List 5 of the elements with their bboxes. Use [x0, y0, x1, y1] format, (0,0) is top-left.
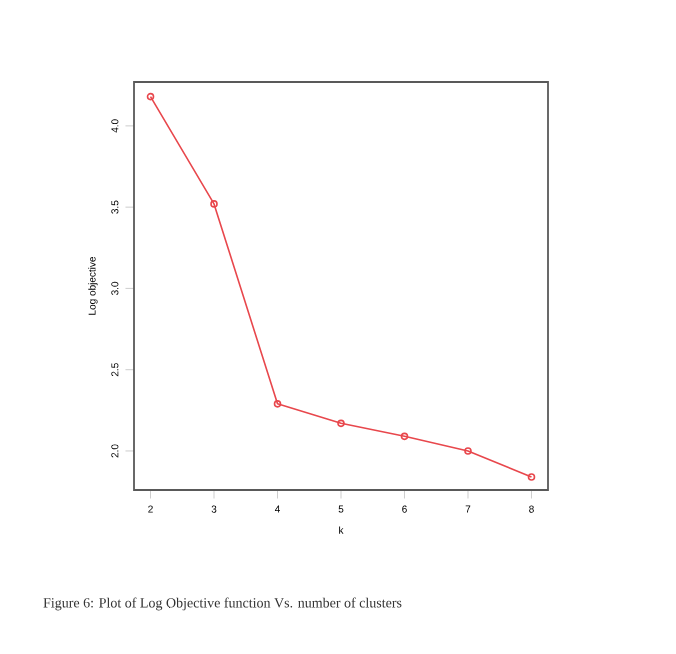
point: [337, 419, 345, 428]
point: [400, 432, 409, 441]
point: [273, 400, 282, 408]
point: [464, 447, 472, 455]
point: [210, 200, 218, 208]
